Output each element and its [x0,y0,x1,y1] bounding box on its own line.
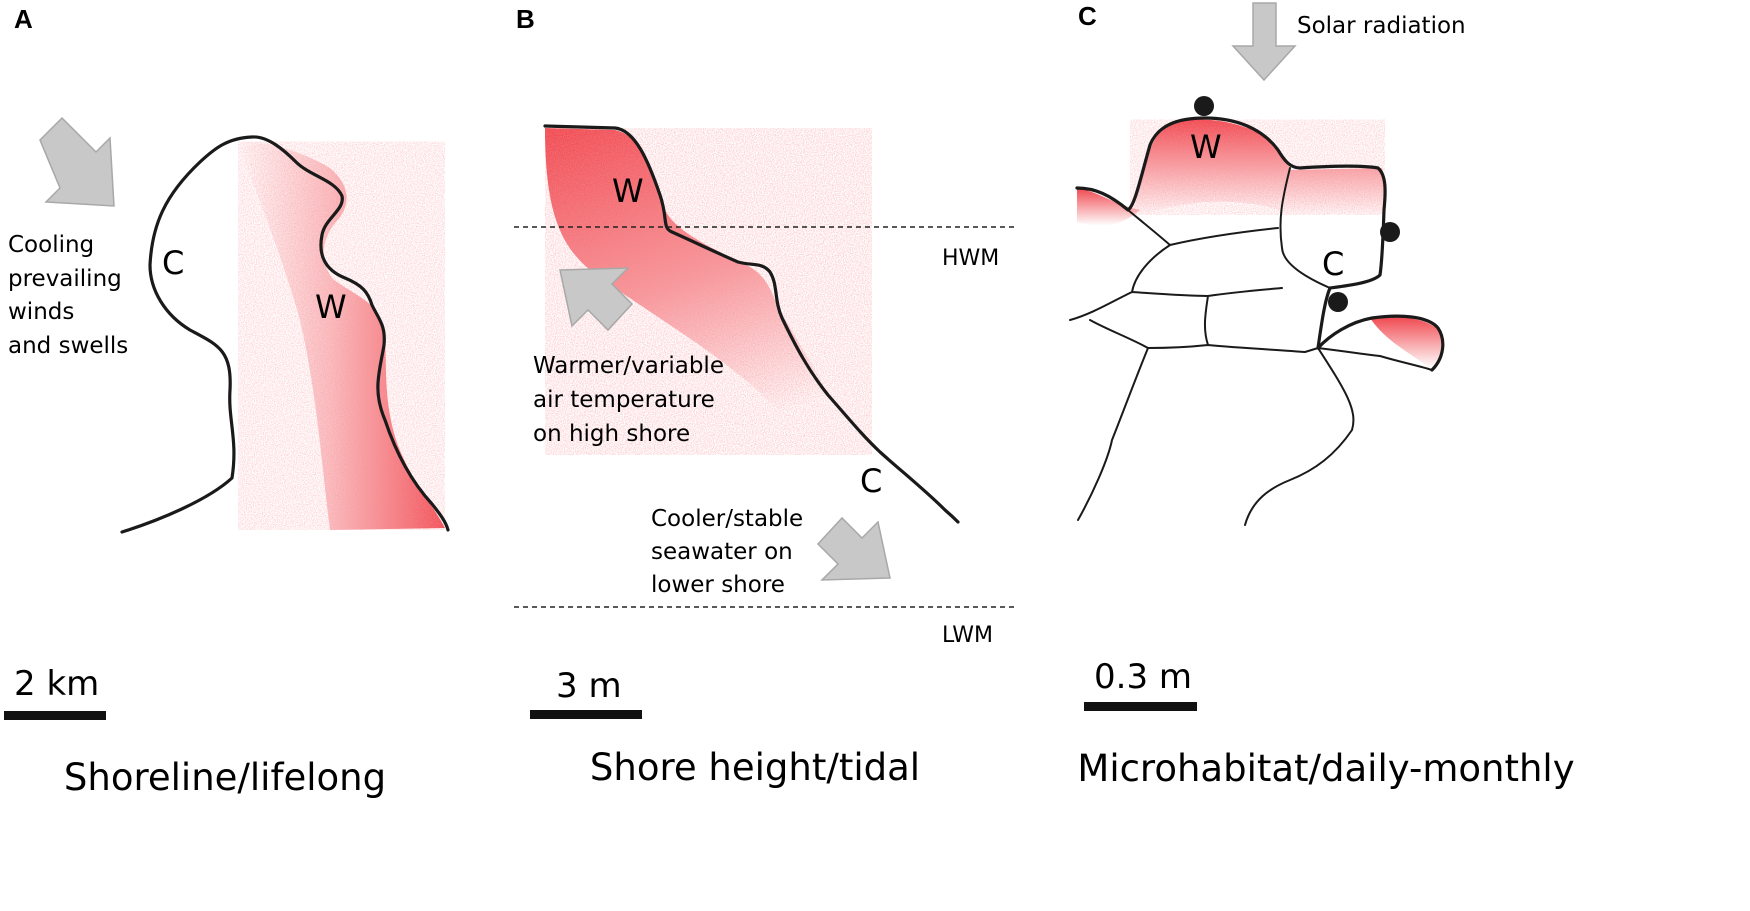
panel-c-warm-left [1077,188,1140,226]
panel-a-cool-mark: C [162,244,184,282]
panel-c-rock-outline [1075,116,1445,372]
warm-air-arrow [559,267,634,332]
panel-c: C Solar radiation W C 0.3 m Microhabitat… [1069,1,1575,790]
panel-b-warm-mark: W [612,172,644,210]
panel-a-scale-label: 2 km [14,664,99,704]
panel-a-caption: Shoreline/lifelong [64,756,386,799]
panel-b-lower-annotation: Cooler/stable seawater on lower shore [651,506,811,598]
panel-b-upper-annotation: Warmer/variable air temperature on high … [533,353,731,447]
panel-c-label: C [1078,1,1097,31]
panel-c-scale-bar [1084,702,1197,711]
panel-c-warm-grain [1130,119,1385,215]
panel-a-warm-mark: W [315,288,347,326]
panel-a-warm-grain [238,141,445,531]
panel-a-scale-bar [4,711,106,720]
panel-c-warm-right [1370,316,1442,368]
snail-top [1194,96,1214,116]
solar-radiation-arrow [1231,2,1297,82]
panel-b-scale-label: 3 m [556,666,622,706]
panel-a-shoreline [120,135,450,534]
panel-a-annotation: Cooling prevailing winds and swells [8,232,129,359]
panel-a: A Cooling prevailing winds and swells C … [4,4,450,799]
panel-b-caption: Shore height/tidal [590,746,920,789]
panel-c-caption: Microhabitat/daily-monthly [1077,747,1574,790]
panel-c-cool-mark: C [1322,245,1344,283]
panel-b-label: B [516,4,535,34]
panel-b-cool-mark: C [860,462,882,500]
solar-radiation-label: Solar radiation [1297,13,1466,39]
panel-c-rock-cracks [1069,167,1433,526]
panel-a-label: A [14,4,33,34]
panel-b-warm-grain [545,128,872,455]
cool-seawater-arrow [816,516,891,581]
panel-c-warm-mark: W [1190,128,1222,166]
snail-right [1380,222,1400,242]
cooling-wind-arrow [39,116,115,207]
hwm-label: HWM [942,246,999,271]
panel-b-shoreline [543,124,960,524]
panel-c-scale-label: 0.3 m [1094,657,1192,697]
panel-b-scale-bar [530,710,642,719]
lwm-label: LWM [942,623,993,648]
panel-b: B HWM LWM W C Warmer/variable air temper… [514,4,1016,789]
snail-crevice [1328,292,1348,312]
